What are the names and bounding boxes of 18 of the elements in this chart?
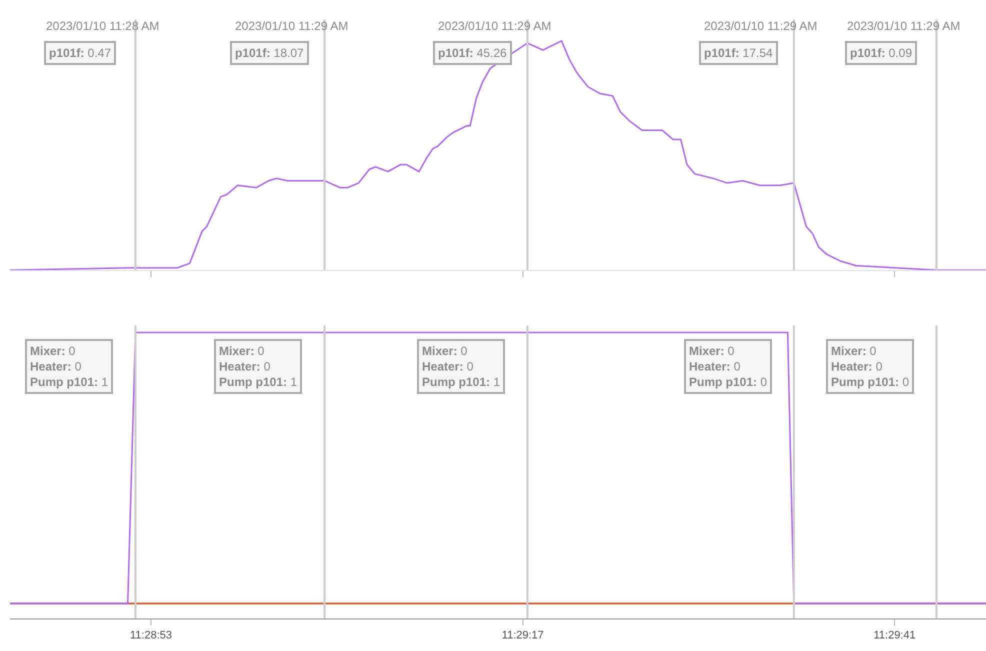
annotation: p101f: 45.26 — [438, 46, 508, 60]
annotation: p101f: 0.47 — [49, 46, 112, 60]
annotation: p101f: 0.09 — [850, 46, 912, 60]
x-tick-label: 11:29:41 — [874, 630, 916, 642]
ref-line-label: 2023/01/10 11:29 AM — [704, 19, 818, 33]
annotation: p101f: 17.54 — [704, 46, 774, 60]
annotation: Mixer: 0 Heater: 0 Pump p101: 0 — [831, 344, 910, 390]
x-tick-label: 11:29:17 — [502, 630, 544, 642]
ref-line-label: 2023/01/10 11:28 AM — [46, 19, 160, 33]
annotation: Mixer: 0 Heater: 0 Pump p101: 1 — [219, 344, 298, 390]
annotation: p101f: 18.07 — [235, 46, 304, 60]
ref-line-label: 2023/01/10 11:29 AM — [235, 19, 348, 33]
ref-line-label: 2023/01/10 11:29 AM — [438, 19, 552, 33]
annotation: Mixer: 0 Heater: 0 Pump p101: 1 — [422, 344, 500, 390]
annotation: Mixer: 0 Heater: 0 Pump p101: 1 — [30, 344, 108, 390]
x-tick-label: 11:28:53 — [130, 630, 172, 642]
ref-line-label: 2023/01/10 11:29 AM — [847, 19, 960, 33]
annotation: Mixer: 0 Heater: 0 Pump p101: 0 — [689, 344, 768, 390]
